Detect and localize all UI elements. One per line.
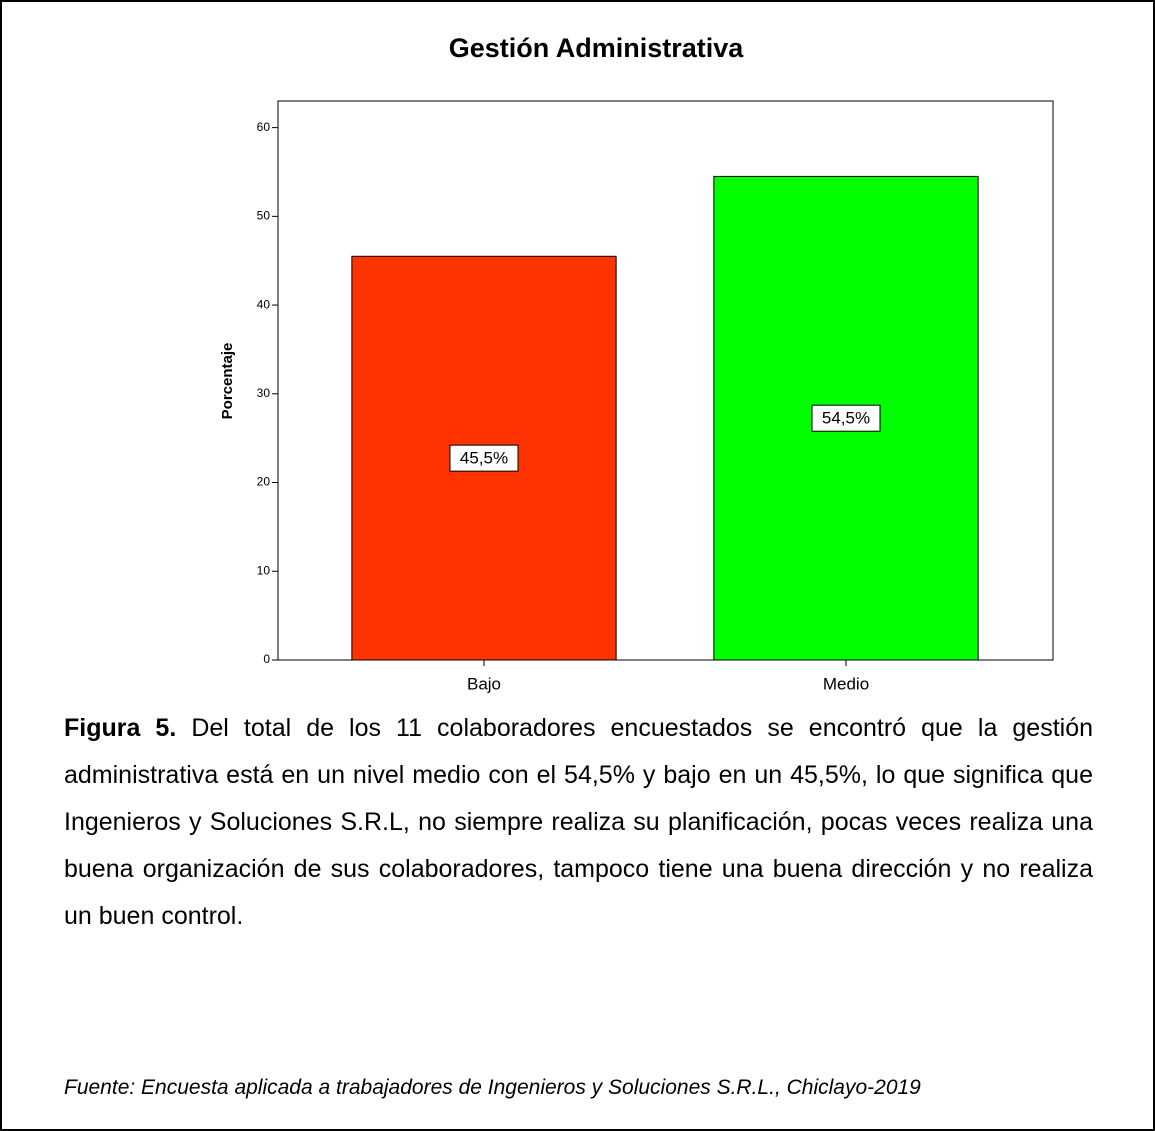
value-label-box: [449, 444, 519, 472]
plot-frame: [277, 100, 1054, 661]
x-tick-label: Bajo: [467, 674, 501, 693]
y-tick-label: 0: [263, 652, 270, 666]
y-tick-label: 10: [257, 563, 271, 577]
y-tick-label: 60: [257, 120, 271, 134]
source-note: Fuente: Encuesta aplicada a trabajadores…: [64, 1076, 921, 1099]
chart: Gestión Administrativa Porcentaje 0 10 20 3…: [219, 33, 1054, 693]
chart-title: Gestión Administrativa: [449, 33, 745, 63]
value-label: 54,5%: [822, 409, 870, 428]
y-axis-label: Porcentaje: [219, 343, 236, 420]
caption-text: Del total de los 11 colaboradores encues…: [64, 714, 1094, 930]
x-tick-label: Medio: [823, 674, 869, 693]
value-label-box: [811, 404, 881, 432]
y-tick-label: 20: [257, 475, 271, 489]
value-label: 45,5%: [460, 449, 508, 468]
y-tick-label: 50: [257, 209, 271, 223]
y-tick-label: 40: [257, 297, 271, 311]
y-tick-label: 30: [257, 386, 271, 400]
caption: Figura 5. Del total de los 11 colaborado…: [64, 705, 1093, 940]
caption-label: Figura 5.: [64, 714, 177, 742]
